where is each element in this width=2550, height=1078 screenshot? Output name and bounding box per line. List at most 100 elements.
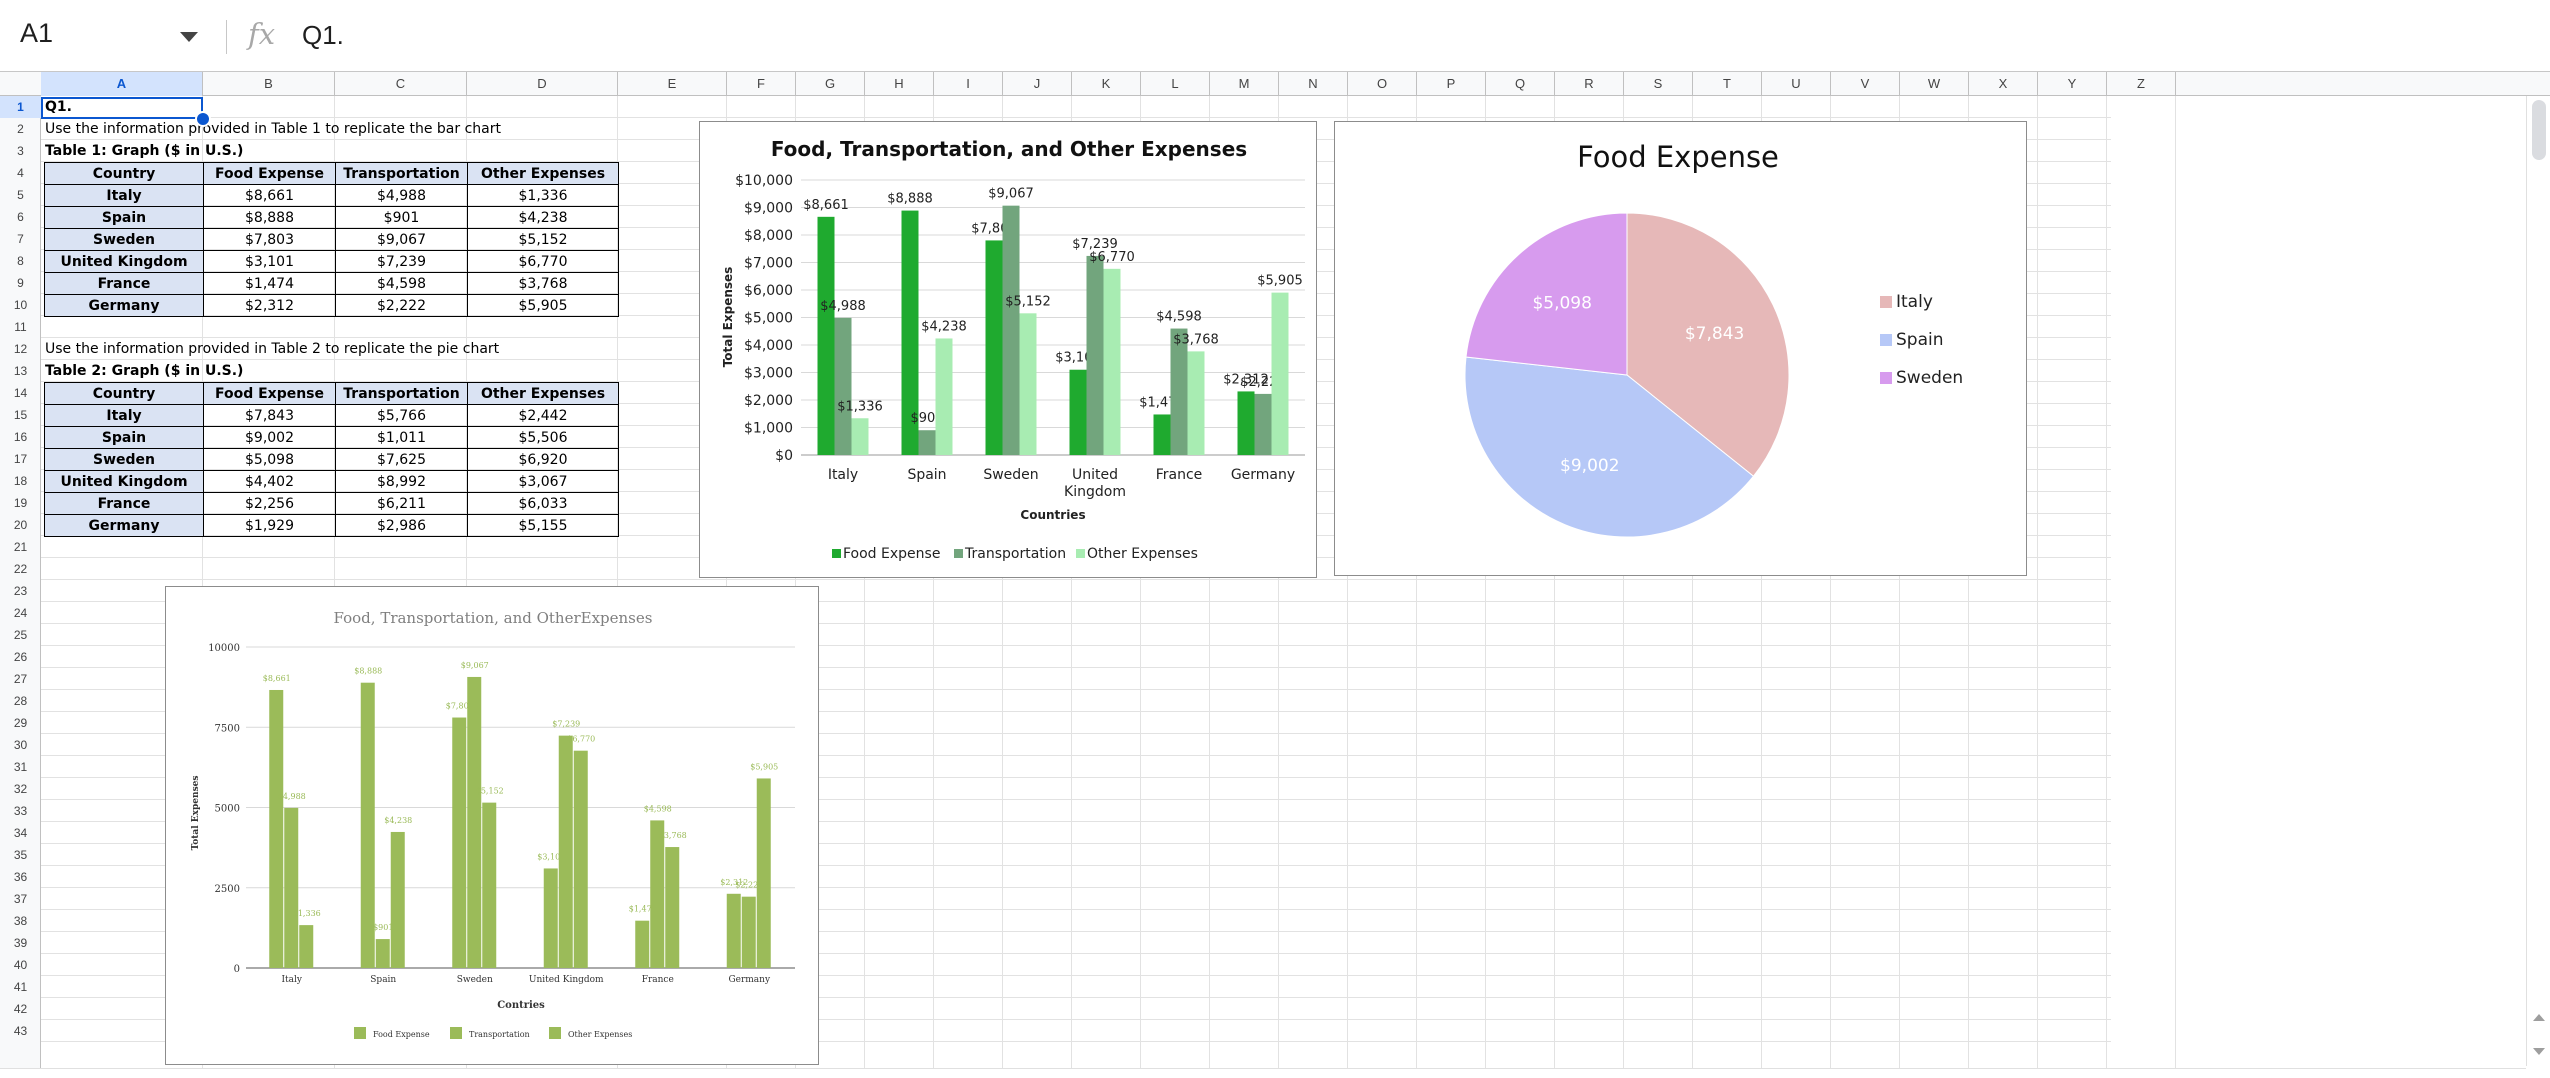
- column-header-b[interactable]: B: [203, 72, 335, 96]
- row-header-17[interactable]: 17: [0, 448, 41, 470]
- value-cell[interactable]: $1,011: [336, 427, 468, 449]
- country-cell[interactable]: France: [45, 273, 204, 295]
- value-cell[interactable]: $5,155: [468, 515, 619, 537]
- value-cell[interactable]: $8,992: [336, 471, 468, 493]
- row-header-39[interactable]: 39: [0, 932, 41, 954]
- row-header-13[interactable]: 13: [0, 360, 41, 382]
- value-cell[interactable]: $3,101: [204, 251, 336, 273]
- country-cell[interactable]: Spain: [45, 207, 204, 229]
- value-cell[interactable]: $3,067: [468, 471, 619, 493]
- column-header-m[interactable]: M: [1210, 72, 1279, 96]
- value-cell[interactable]: $9,002: [204, 427, 336, 449]
- row-header-25[interactable]: 25: [0, 624, 41, 646]
- row-header-32[interactable]: 32: [0, 778, 41, 800]
- value-cell[interactable]: $2,442: [468, 405, 619, 427]
- row-header-11[interactable]: 11: [0, 316, 41, 338]
- row-header-28[interactable]: 28: [0, 690, 41, 712]
- row-header-33[interactable]: 33: [0, 800, 41, 822]
- country-cell[interactable]: Spain: [45, 427, 204, 449]
- cell-a3[interactable]: Table 1: Graph ($ in U.S.): [45, 140, 243, 162]
- column-header-c[interactable]: C: [335, 72, 467, 96]
- value-cell[interactable]: $6,211: [336, 493, 468, 515]
- cell-a2[interactable]: Use the information provided in Table 1 …: [45, 118, 501, 140]
- column-header-j[interactable]: J: [1003, 72, 1072, 96]
- row-header-34[interactable]: 34: [0, 822, 41, 844]
- vertical-scrollbar[interactable]: [2526, 96, 2550, 1066]
- value-cell[interactable]: $901: [336, 207, 468, 229]
- value-cell[interactable]: $1,474: [204, 273, 336, 295]
- value-cell[interactable]: $4,988: [336, 185, 468, 207]
- column-header-g[interactable]: G: [796, 72, 865, 96]
- column-header-s[interactable]: S: [1624, 72, 1693, 96]
- row-header-1[interactable]: 1: [0, 96, 41, 118]
- value-cell[interactable]: $2,222: [336, 295, 468, 317]
- value-cell[interactable]: $6,033: [468, 493, 619, 515]
- column-header-f[interactable]: F: [727, 72, 796, 96]
- country-cell[interactable]: Germany: [45, 295, 204, 317]
- scroll-down-icon[interactable]: [2533, 1048, 2545, 1055]
- row-header-19[interactable]: 19: [0, 492, 41, 514]
- column-header-x[interactable]: X: [1969, 72, 2038, 96]
- pie-chart[interactable]: Food Expense $7,843 $9,002 $5,098 Italy Spain…: [1334, 121, 2027, 576]
- row-header-5[interactable]: 5: [0, 184, 41, 206]
- country-cell[interactable]: United Kingdom: [45, 471, 204, 493]
- country-cell[interactable]: France: [45, 493, 204, 515]
- row-header-12[interactable]: 12: [0, 338, 41, 360]
- table-header-cell[interactable]: Other Expenses: [468, 383, 619, 405]
- formula-input[interactable]: Q1.: [302, 20, 344, 51]
- value-cell[interactable]: $3,768: [468, 273, 619, 295]
- value-cell[interactable]: $2,312: [204, 295, 336, 317]
- value-cell[interactable]: $6,920: [468, 449, 619, 471]
- row-header-29[interactable]: 29: [0, 712, 41, 734]
- row-header-18[interactable]: 18: [0, 470, 41, 492]
- column-header-a[interactable]: A: [41, 72, 203, 96]
- value-cell[interactable]: $6,770: [468, 251, 619, 273]
- row-header-40[interactable]: 40: [0, 954, 41, 976]
- cell-a13[interactable]: Table 2: Graph ($ in U.S.): [45, 360, 243, 382]
- column-header-n[interactable]: N: [1279, 72, 1348, 96]
- value-cell[interactable]: $2,986: [336, 515, 468, 537]
- row-header-35[interactable]: 35: [0, 844, 41, 866]
- row-header-26[interactable]: 26: [0, 646, 41, 668]
- row-header-9[interactable]: 9: [0, 272, 41, 294]
- table-header-cell[interactable]: Country: [45, 383, 204, 405]
- row-header-38[interactable]: 38: [0, 910, 41, 932]
- table-header-cell[interactable]: Transportation: [336, 163, 468, 185]
- table-header-cell[interactable]: Transportation: [336, 383, 468, 405]
- value-cell[interactable]: $5,506: [468, 427, 619, 449]
- value-cell[interactable]: $4,402: [204, 471, 336, 493]
- cell-a12[interactable]: Use the information provided in Table 2 …: [45, 338, 499, 360]
- value-cell[interactable]: $1,929: [204, 515, 336, 537]
- row-header-21[interactable]: 21: [0, 536, 41, 558]
- row-header-2[interactable]: 2: [0, 118, 41, 140]
- row-header-27[interactable]: 27: [0, 668, 41, 690]
- selection-fill-handle[interactable]: [195, 111, 211, 127]
- row-header-42[interactable]: 42: [0, 998, 41, 1020]
- row-header-24[interactable]: 24: [0, 602, 41, 624]
- column-header-y[interactable]: Y: [2038, 72, 2107, 96]
- row-header-37[interactable]: 37: [0, 888, 41, 910]
- column-header-d[interactable]: D: [467, 72, 618, 96]
- column-header-k[interactable]: K: [1072, 72, 1141, 96]
- country-cell[interactable]: Sweden: [45, 229, 204, 251]
- value-cell[interactable]: $7,625: [336, 449, 468, 471]
- value-cell[interactable]: $4,598: [336, 273, 468, 295]
- row-header-3[interactable]: 3: [0, 140, 41, 162]
- bar-chart-green[interactable]: Food, Transportation, and Other Expenses…: [699, 121, 1317, 578]
- value-cell[interactable]: $1,336: [468, 185, 619, 207]
- row-header-15[interactable]: 15: [0, 404, 41, 426]
- table-header-cell[interactable]: Other Expenses: [468, 163, 619, 185]
- column-header-p[interactable]: P: [1417, 72, 1486, 96]
- value-cell[interactable]: $8,661: [204, 185, 336, 207]
- value-cell[interactable]: $5,152: [468, 229, 619, 251]
- table-header-cell[interactable]: Food Expense: [204, 383, 336, 405]
- row-header-4[interactable]: 4: [0, 162, 41, 184]
- table-header-cell[interactable]: Food Expense: [204, 163, 336, 185]
- table-header-cell[interactable]: Country: [45, 163, 204, 185]
- value-cell[interactable]: $5,905: [468, 295, 619, 317]
- row-header-22[interactable]: 22: [0, 558, 41, 580]
- column-header-h[interactable]: H: [865, 72, 934, 96]
- value-cell[interactable]: $4,238: [468, 207, 619, 229]
- value-cell[interactable]: $5,098: [204, 449, 336, 471]
- country-cell[interactable]: United Kingdom: [45, 251, 204, 273]
